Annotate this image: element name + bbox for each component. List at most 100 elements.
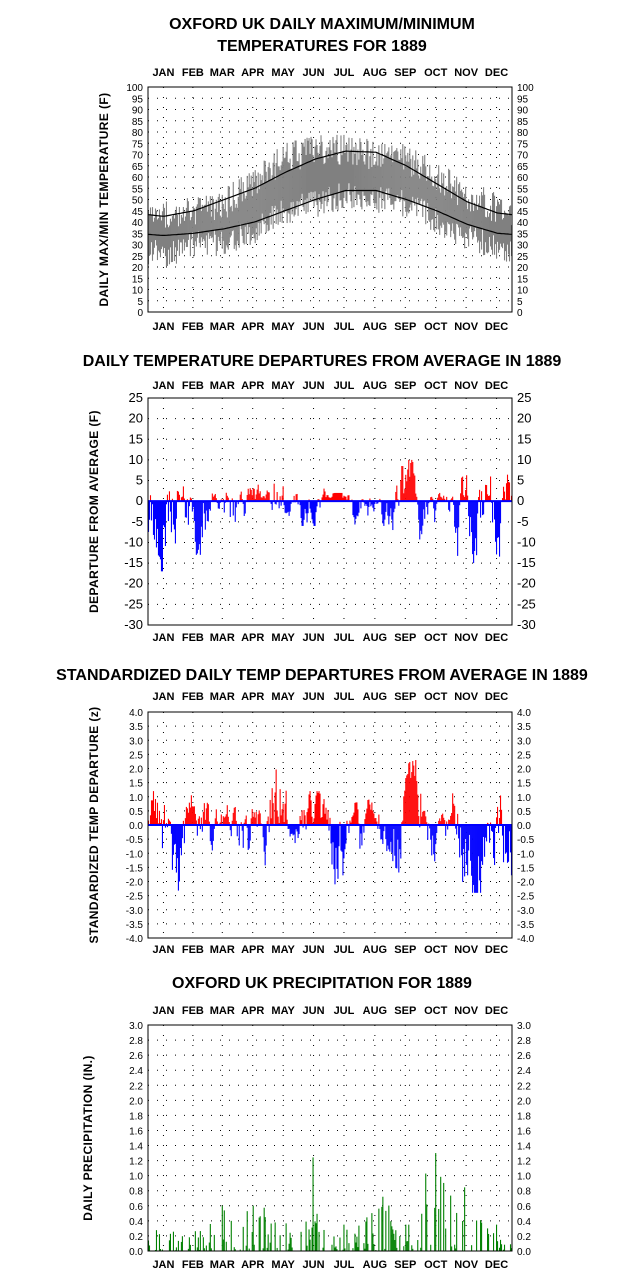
y-tick-label-left: 0.5 <box>129 807 143 818</box>
month-label-top: MAY <box>271 1005 295 1017</box>
y-tick-label-left: 90 <box>132 106 144 117</box>
y-tick-label-left: -3.5 <box>126 920 144 931</box>
y-tick-label-left: 1.5 <box>129 779 143 790</box>
month-label-bottom: JUN <box>303 632 325 644</box>
chart-2: DAILY TEMPERATURE DEPARTURES FROM AVERAG… <box>83 353 562 644</box>
y-tick-label-left: 50 <box>132 196 144 207</box>
y-tick-label-right: -0.5 <box>517 835 535 846</box>
month-label-bottom: JUN <box>303 1259 325 1271</box>
y-tick-label-right: 15 <box>517 274 529 285</box>
y-tick-label-left: 15 <box>129 431 143 446</box>
y-tick-label-right: -10 <box>517 534 536 549</box>
month-label-bottom: MAR <box>210 944 235 956</box>
month-label-bottom: APR <box>241 944 264 956</box>
y-tick-label-left: 1.2 <box>129 1157 143 1168</box>
y-tick-label-right: 4.0 <box>517 708 531 719</box>
y-tick-label-right: 2.6 <box>517 1051 531 1062</box>
month-label-top: JUL <box>334 691 355 703</box>
month-label-bottom: FEB <box>182 632 204 644</box>
y-tick-label-right: 70 <box>517 151 529 162</box>
chart-title: OXFORD UK DAILY MAXIMUM/MINIMUM <box>169 16 475 33</box>
y-tick-label-right: 15 <box>517 431 531 446</box>
month-label-bottom: FEB <box>182 944 204 956</box>
y-tick-label-left: 25 <box>129 390 143 405</box>
y-tick-label-left: 65 <box>132 162 144 173</box>
y-tick-label-left: 4.0 <box>129 708 143 719</box>
y-tick-label-right: -1.5 <box>517 863 535 874</box>
month-label-bottom: JUL <box>334 944 355 956</box>
month-label-bottom: OCT <box>424 944 448 956</box>
y-tick-label-right: 0.8 <box>517 1187 531 1198</box>
y-tick-label-left: -20 <box>124 576 143 591</box>
y-tick-label-left: -25 <box>124 596 143 611</box>
month-label-top: AUG <box>363 1005 387 1017</box>
month-label-bottom: NOV <box>454 321 479 333</box>
y-tick-label-left: -5 <box>131 514 143 529</box>
y-tick-label-left: 1.0 <box>129 793 143 804</box>
y-tick-label-left: 100 <box>126 83 143 94</box>
y-tick-label-right: 1.5 <box>517 779 531 790</box>
y-tick-label-right: 50 <box>517 196 529 207</box>
y-tick-label-left: 10 <box>129 452 143 467</box>
y-tick-label-right: 1.4 <box>517 1142 531 1153</box>
month-label-top: AUG <box>363 67 387 79</box>
y-tick-label-right: 25 <box>517 252 529 263</box>
y-tick-label-left: 2.0 <box>129 765 143 776</box>
y-tick-label-left: -3.0 <box>126 906 144 917</box>
month-label-bottom: SEP <box>394 1259 416 1271</box>
month-label-bottom: MAR <box>210 632 235 644</box>
y-tick-label-right: 60 <box>517 173 529 184</box>
month-label-top: AUG <box>363 691 387 703</box>
month-label-bottom: SEP <box>394 321 416 333</box>
plot-frame <box>147 397 513 626</box>
month-label-top: NOV <box>454 691 479 703</box>
month-label-bottom: NOV <box>454 632 479 644</box>
y-tick-label-left: 40 <box>132 218 144 229</box>
month-label-top: FEB <box>182 380 204 392</box>
chart-1: OXFORD UK DAILY MAXIMUM/MINIMUM TEMPERATU… <box>97 16 534 333</box>
y-tick-label-left: -15 <box>124 555 143 570</box>
month-label-bottom: APR <box>241 632 264 644</box>
y-tick-label-left: 2.4 <box>129 1066 143 1077</box>
y-tick-label-right: 1.6 <box>517 1126 531 1137</box>
month-label-bottom: AUG <box>363 944 387 956</box>
month-label-top: JAN <box>152 380 174 392</box>
y-tick-label-right: 10 <box>517 452 531 467</box>
y-tick-label-right: 1.8 <box>517 1111 531 1122</box>
month-label-top: JUL <box>334 380 355 392</box>
month-label-bottom: NOV <box>454 1259 479 1271</box>
y-tick-label-right: 20 <box>517 263 529 274</box>
y-tick-label-right: -1.0 <box>517 849 535 860</box>
plot-frame <box>147 711 513 939</box>
month-label-top: JAN <box>152 691 174 703</box>
month-label-top: DEC <box>485 1005 508 1017</box>
month-label-bottom: AUG <box>363 632 387 644</box>
month-label-bottom: MAR <box>210 1259 235 1271</box>
y-tick-label-left: 25 <box>132 252 144 263</box>
y-tick-label-right: 45 <box>517 207 529 218</box>
y-tick-label-left: 55 <box>132 184 144 195</box>
y-tick-label-right: 95 <box>517 94 529 105</box>
month-label-bottom: APR <box>241 1259 264 1271</box>
y-tick-label-right: 20 <box>517 411 531 426</box>
plot-frame <box>147 1024 513 1252</box>
y-tick-label-right: 0.2 <box>517 1232 531 1243</box>
month-label-bottom: MAY <box>271 944 295 956</box>
month-label-top: DEC <box>485 380 508 392</box>
y-tick-label-right: -2.0 <box>517 878 535 889</box>
y-tick-label-left: 95 <box>132 94 144 105</box>
month-label-top: NOV <box>454 67 479 79</box>
y-tick-label-right: 0.6 <box>517 1202 531 1213</box>
month-label-bottom: DEC <box>485 944 508 956</box>
y-tick-label-left: 1.0 <box>129 1172 143 1183</box>
y-tick-label-right: 2.4 <box>517 1066 531 1077</box>
month-label-top: MAR <box>210 691 235 703</box>
y-tick-label-right: 55 <box>517 184 529 195</box>
month-label-top: APR <box>241 67 264 79</box>
y-tick-label-left: -4.0 <box>126 934 144 945</box>
y-tick-label-right: 75 <box>517 139 529 150</box>
y-tick-label-left: 60 <box>132 173 144 184</box>
plot-frame <box>147 86 513 313</box>
y-tick-label-left: 0.2 <box>129 1232 143 1243</box>
